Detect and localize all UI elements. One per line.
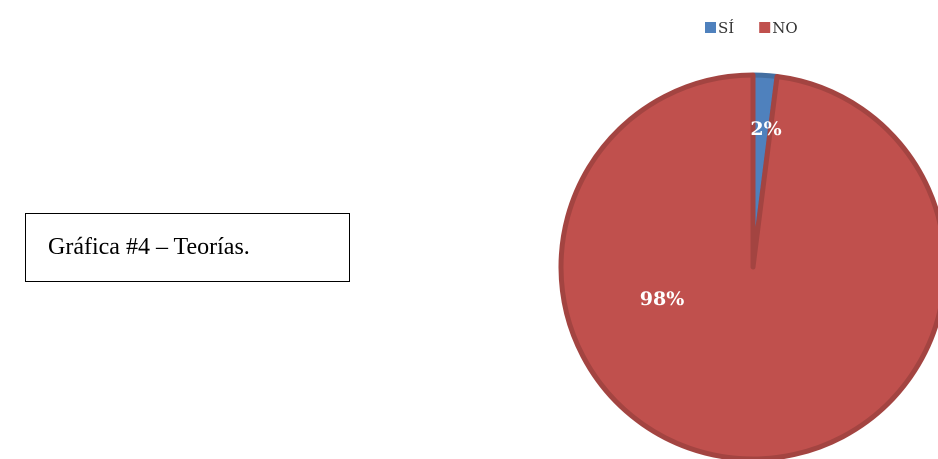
data-label: 98%	[640, 288, 685, 310]
legend-swatch	[705, 22, 716, 33]
legend-swatch	[759, 22, 771, 33]
legend-label: SÍ	[718, 19, 734, 37]
data-label: 2%	[750, 118, 781, 140]
legend-label: NO	[772, 19, 797, 37]
caption-box: Gráfica #4 – Teorías.	[25, 213, 350, 282]
